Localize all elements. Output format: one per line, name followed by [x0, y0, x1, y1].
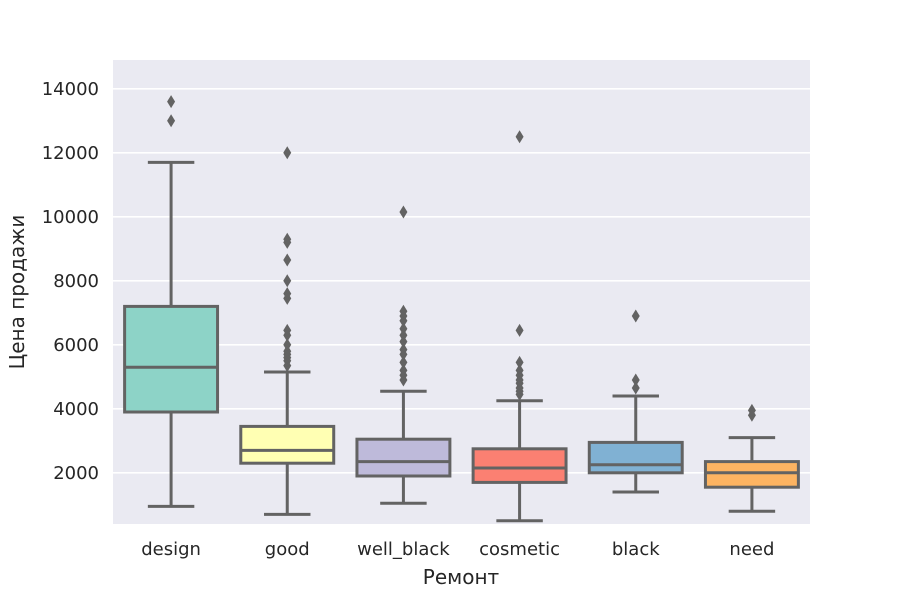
y-tick-label: 4000	[53, 399, 99, 420]
y-tick-label: 12000	[42, 143, 99, 164]
outlier-point	[399, 363, 408, 377]
outlier-point	[167, 114, 176, 128]
y-tick-label: 2000	[53, 463, 99, 484]
box-group-black	[587, 309, 684, 494]
outlier-point	[631, 309, 640, 323]
y-tick-labels: 2000 4000 6000 8000 10000 12000 14000	[42, 79, 99, 484]
outlier-point	[515, 130, 524, 144]
outlier-point	[283, 274, 292, 288]
box	[703, 460, 800, 489]
outlier-point	[399, 205, 408, 219]
box	[355, 437, 452, 478]
x-tick-label: black	[612, 539, 660, 560]
y-tick-label: 8000	[53, 271, 99, 292]
y-tick-label: 6000	[53, 335, 99, 356]
outlier-point	[283, 338, 292, 352]
outlier-point	[399, 304, 408, 318]
x-tick-label: cosmetic	[479, 539, 560, 560]
box-group-well_black	[355, 205, 452, 505]
x-tick-label: well_black	[357, 539, 450, 560]
box	[123, 304, 220, 414]
outlier-point	[631, 381, 640, 395]
x-tick-labels: design good well_black cosmetic black need	[141, 539, 774, 560]
box-group-design	[123, 95, 220, 508]
gridlines	[113, 88, 810, 474]
outlier-point	[399, 355, 408, 369]
x-axis-title: Ремонт	[423, 565, 500, 589]
plot-background	[113, 60, 810, 524]
x-tick-label: need	[729, 539, 774, 560]
y-axis-title: Цена продажи	[5, 215, 29, 370]
box-group-cosmetic	[471, 130, 568, 523]
outlier-point	[399, 343, 408, 357]
outlier-point	[515, 355, 524, 369]
outlier-point	[283, 323, 292, 337]
outlier-point	[631, 373, 640, 387]
box	[239, 424, 336, 465]
y-tick-label: 10000	[42, 207, 99, 228]
x-tick-label: good	[265, 539, 310, 560]
outlier-point	[167, 95, 176, 109]
boxes-layer	[123, 95, 800, 523]
x-tick-label: design	[141, 539, 201, 560]
outlier-point	[515, 323, 524, 337]
outlier-point	[283, 146, 292, 160]
box	[587, 440, 684, 475]
outlier-point	[515, 363, 524, 377]
outlier-point	[283, 253, 292, 267]
outlier-point	[283, 232, 292, 246]
box-group-good	[239, 146, 336, 516]
outlier-point	[399, 322, 408, 336]
y-tick-label: 14000	[42, 79, 99, 100]
box	[471, 447, 568, 484]
box-group-need	[703, 403, 800, 513]
outlier-point	[747, 403, 756, 417]
outlier-point	[283, 287, 292, 301]
